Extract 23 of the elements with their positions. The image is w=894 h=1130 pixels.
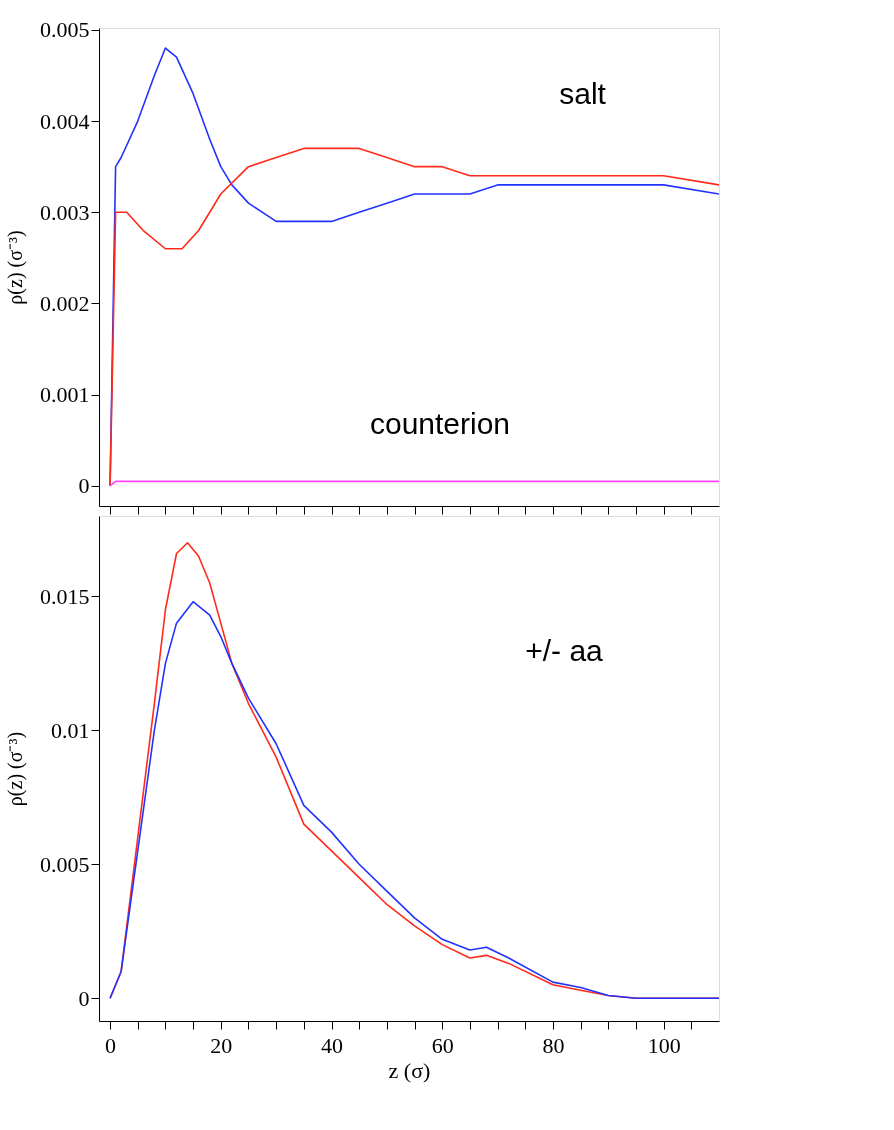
y-tick-label: 0.004 — [40, 108, 90, 134]
x-tick-label: 40 — [321, 1032, 343, 1058]
y-tick-label: 0.01 — [51, 717, 90, 743]
y-tick-label: 0.005 — [40, 17, 90, 43]
y-axis-title: ρ(z) (σ⁻³) — [4, 230, 27, 305]
annotation: +/- aa — [525, 634, 604, 668]
x-tick-label: 100 — [647, 1032, 681, 1058]
x-tick-label: 20 — [210, 1032, 233, 1058]
y-axis-title: ρ(z) (σ⁻³) — [4, 731, 27, 807]
x-tick-label: 60 — [431, 1032, 454, 1058]
y-tick-label: 0.003 — [40, 199, 90, 225]
x-tick-label: 80 — [542, 1032, 565, 1058]
x-axis-title: z (σ) — [388, 1057, 431, 1083]
line-series — [109, 147, 719, 487]
y-tick-label: 0.002 — [40, 290, 90, 316]
annotation: counterion — [369, 406, 511, 440]
y-tick-label: 0 — [78, 473, 90, 499]
annotation: salt — [559, 76, 607, 110]
y-tick-label: 0 — [78, 985, 90, 1011]
x-tick-label: 0 — [105, 1032, 117, 1058]
y-tick-label: 0.001 — [40, 382, 90, 408]
y-tick-label: 0.005 — [40, 851, 90, 877]
y-tick-label: 0.015 — [40, 583, 90, 609]
